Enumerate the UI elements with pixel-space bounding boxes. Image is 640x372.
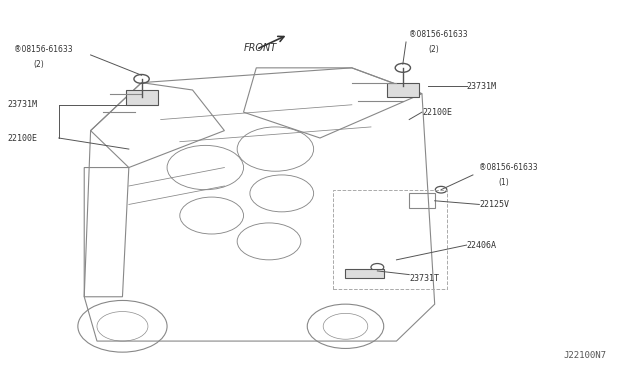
Bar [333,190,447,289]
Text: (1): (1) [499,178,509,187]
Bar [125,90,157,105]
Text: 23731M: 23731M [8,100,38,109]
Text: (2): (2) [33,60,44,69]
Text: 22100E: 22100E [422,108,452,117]
Text: 23731T: 23731T [409,274,439,283]
Text: ®08156-61633: ®08156-61633 [479,163,538,172]
Bar [387,83,419,97]
Text: ®08156-61633: ®08156-61633 [409,30,468,39]
Text: 22406A: 22406A [467,241,497,250]
Text: 22100E: 22100E [8,134,38,142]
Text: 22125V: 22125V [479,200,509,209]
Text: FRONT: FRONT [244,42,276,52]
Text: (2): (2) [428,45,439,54]
Bar [346,269,384,278]
Text: J22100N7: J22100N7 [564,350,607,359]
Text: 23731M: 23731M [467,82,497,91]
Text: ®08156-61633: ®08156-61633 [14,45,73,54]
